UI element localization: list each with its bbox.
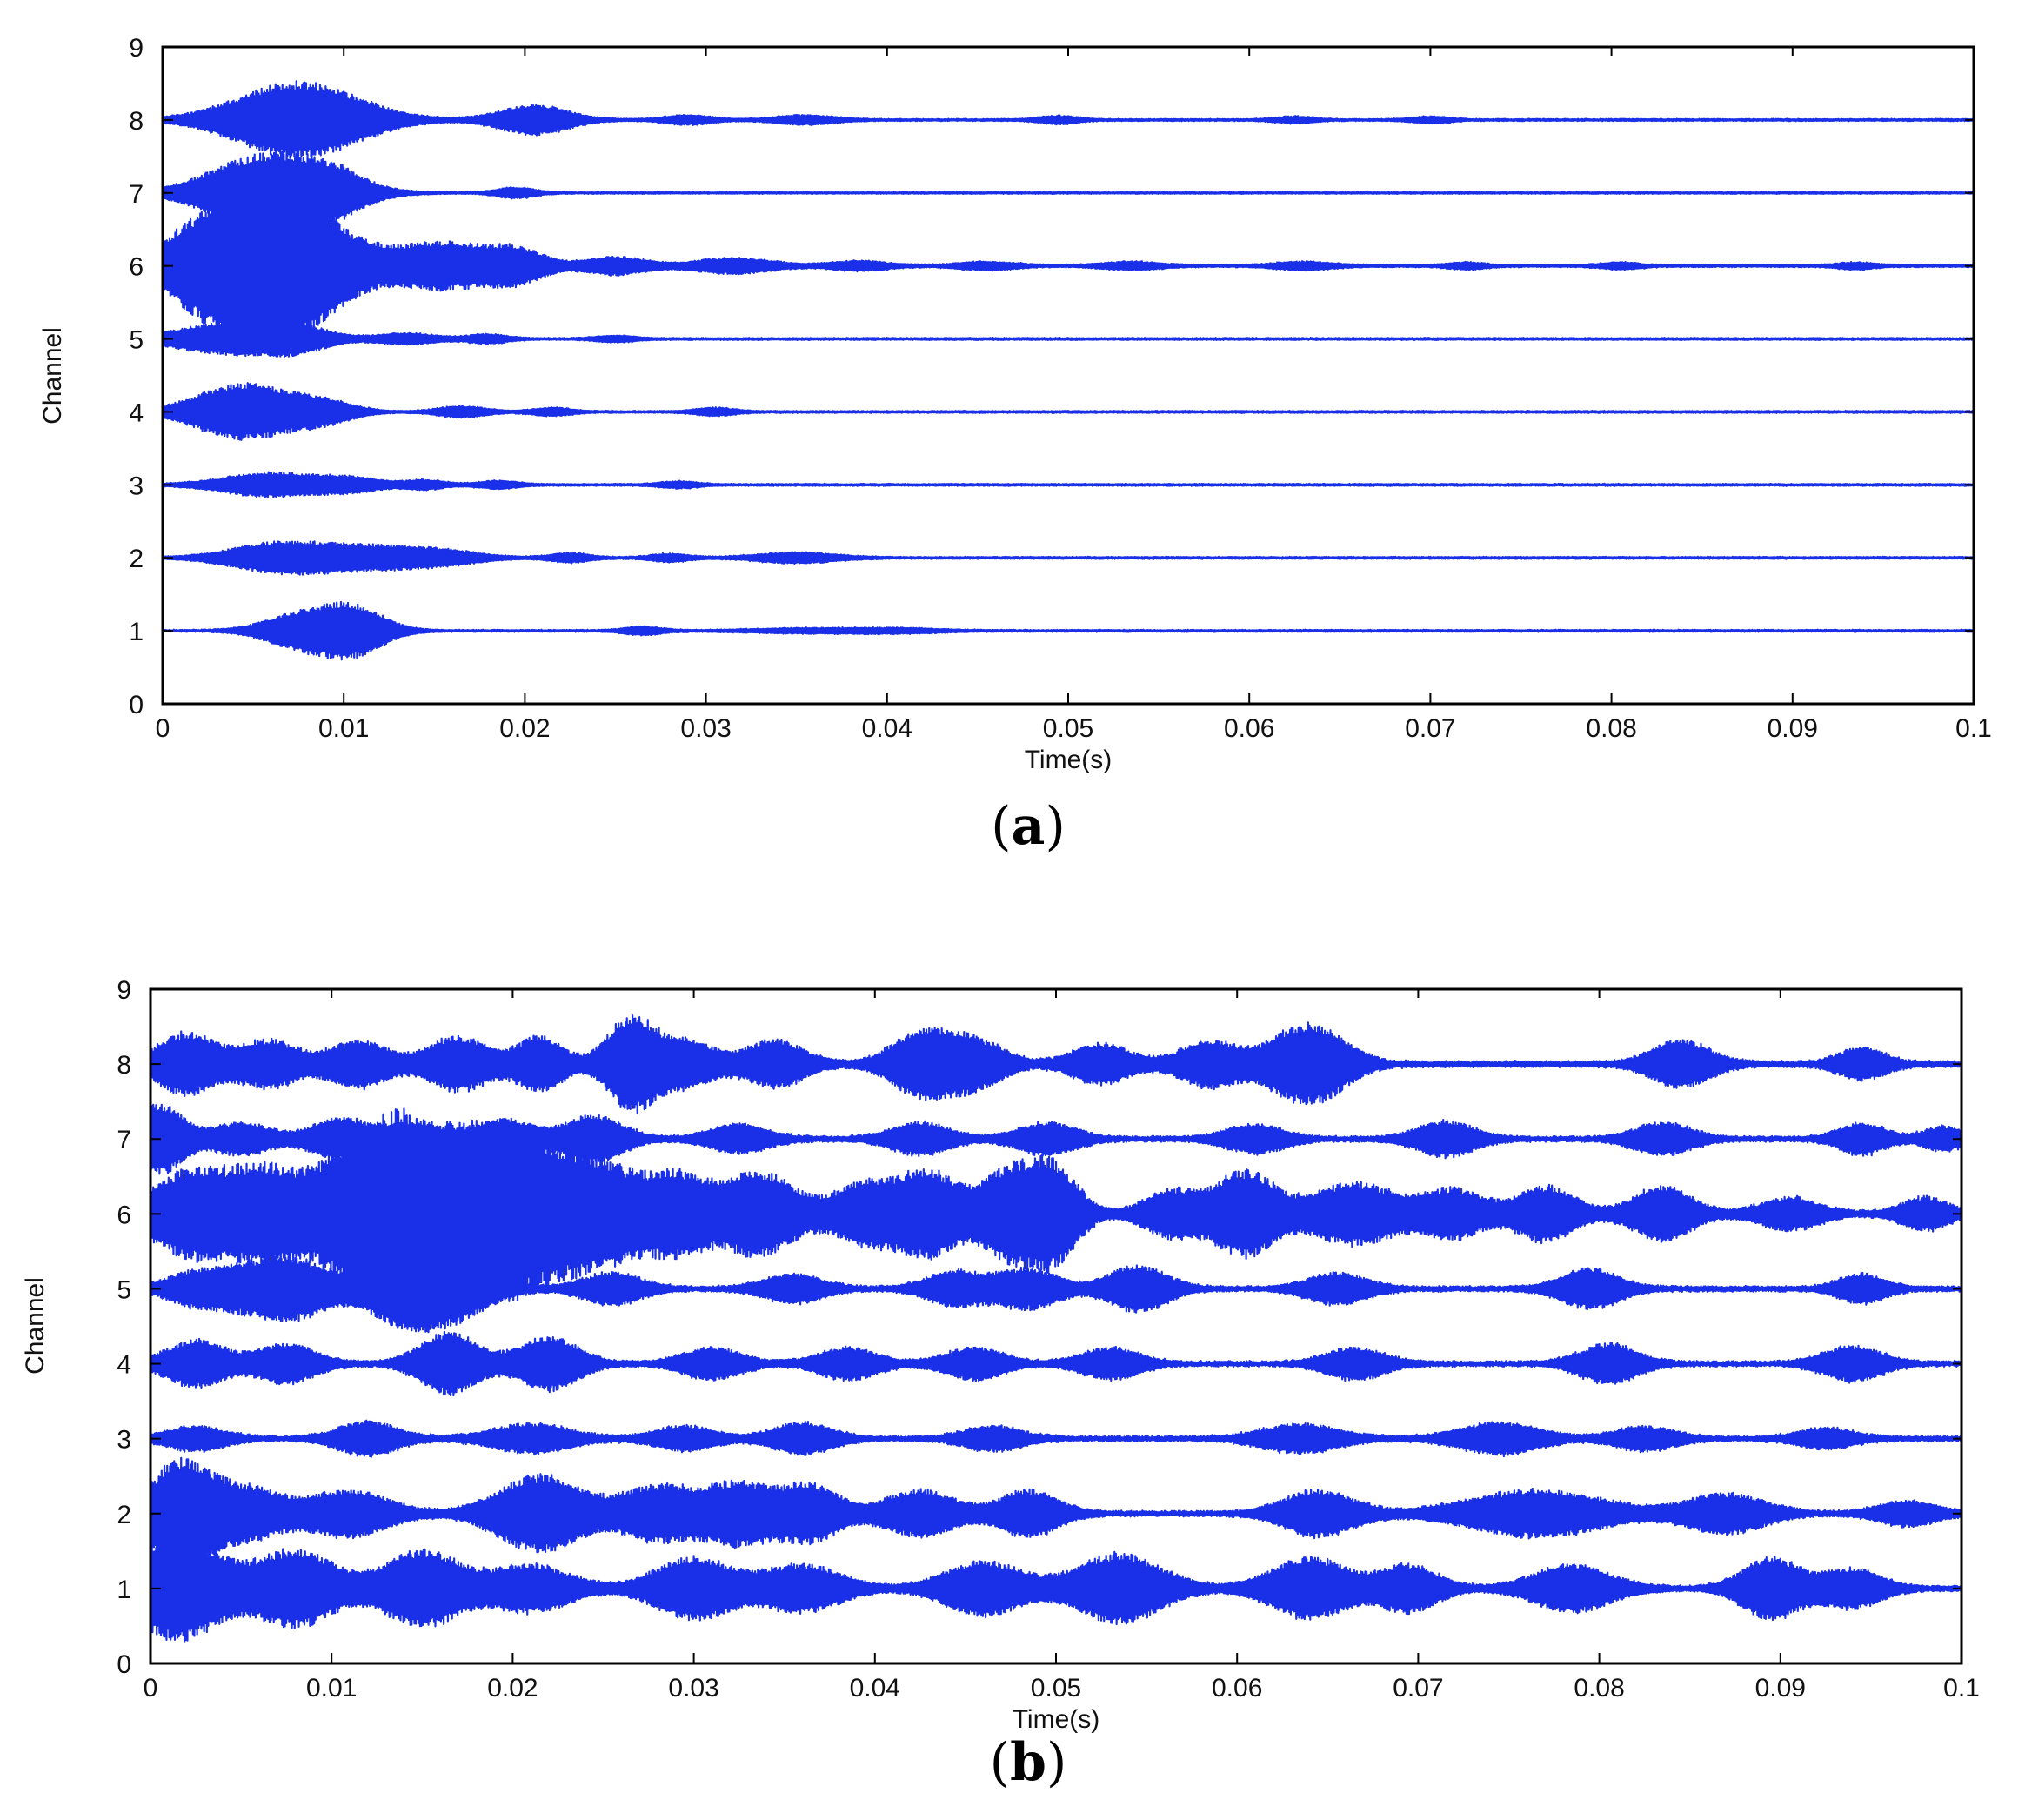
x-tick-label: 0.07 (1405, 714, 1455, 743)
trace-channel-4 (161, 382, 1975, 441)
y-tick-label: 1 (129, 618, 144, 646)
x-tick-label: 0.02 (499, 714, 550, 743)
panel-b: 0 0.01 0.02 0.03 0.04 0.05 0.06 0.07 0.08 0.09 0.1… (21, 976, 1980, 1793)
y-tick-label: 4 (117, 1351, 131, 1380)
y-tick-label: 9 (129, 34, 144, 63)
ticks-b: 0 0.01 0.02 0.03 0.04 0.05 0.06 0.07 0.08 0.09 0.1… (117, 976, 1980, 1703)
y-tick-label: 5 (129, 326, 144, 355)
panel-a: 0 0.01 0.02 0.03 0.04 0.05 0.06 0.07 0.08 0.09 0.1… (38, 34, 1992, 857)
trace-channel-7 (161, 150, 1975, 236)
ticks-a: 0 0.01 0.02 0.03 0.04 0.05 0.06 0.07 0.08 0.09 0.1… (129, 34, 1992, 743)
x-tick-label: 0.08 (1574, 1674, 1624, 1703)
y-tick-label: 2 (117, 1501, 131, 1529)
panel-caption-b: (b) (990, 1732, 1067, 1793)
x-tick-label: 0.01 (318, 714, 369, 743)
x-axis-label-b: Time(s) (1012, 1705, 1100, 1734)
y-tick-label: 8 (117, 1051, 131, 1080)
y-tick-label: 7 (117, 1126, 131, 1154)
trace-channel-5 (149, 1245, 1963, 1334)
plot-frame-a (161, 45, 1975, 706)
trace-channel-2 (161, 540, 1975, 576)
x-tick-label: 0.05 (1043, 714, 1093, 743)
y-tick-label: 0 (117, 1650, 131, 1679)
x-tick-label: 0.06 (1224, 714, 1274, 743)
caption-open-paren-a: ( (991, 796, 1011, 857)
trace-channel-4 (149, 1330, 1963, 1397)
traces-a (161, 80, 1975, 661)
x-tick-label: 0.09 (1768, 714, 1818, 743)
caption-open-paren-b: ( (990, 1732, 1010, 1793)
y-tick-label: 8 (129, 107, 144, 136)
x-tick-label: 0 (156, 714, 170, 743)
caption-letter-a: a (1012, 796, 1046, 857)
trace-channel-8 (149, 1014, 1963, 1114)
caption-close-paren-a: ) (1045, 796, 1065, 857)
trace-channel-8 (161, 80, 1975, 159)
y-axis-label-b: Channel (21, 1277, 50, 1375)
x-tick-label: 0.03 (668, 1674, 718, 1703)
x-tick-label: 0.1 (1943, 1674, 1980, 1703)
y-tick-label: 6 (129, 253, 144, 282)
y-tick-label: 7 (129, 180, 144, 209)
y-tick-label: 1 (117, 1576, 131, 1604)
y-tick-label: 9 (117, 976, 131, 1005)
panel-caption-a: (a) (991, 796, 1066, 857)
y-axis-label-a: Channel (38, 327, 67, 425)
y-tick-label: 0 (129, 691, 144, 719)
x-tick-label: 0.03 (680, 714, 731, 743)
x-tick-label: 0.05 (1031, 1674, 1081, 1703)
trace-channel-2 (149, 1456, 1963, 1571)
x-tick-label: 0.01 (306, 1674, 357, 1703)
trace-channel-7 (149, 1103, 1963, 1175)
x-tick-label: 0.08 (1586, 714, 1636, 743)
caption-letter-b: b (1010, 1732, 1046, 1793)
caption-close-paren-b: ) (1046, 1732, 1066, 1793)
x-tick-label: 0.09 (1755, 1674, 1806, 1703)
x-tick-label: 0.07 (1393, 1674, 1443, 1703)
trace-channel-1 (149, 1533, 1963, 1643)
trace-channel-3 (161, 471, 1975, 498)
traces-b (149, 1014, 1963, 1643)
x-tick-label: 0.06 (1212, 1674, 1262, 1703)
x-axis-label-a: Time(s) (1025, 746, 1113, 774)
x-tick-label: 0.1 (1955, 714, 1992, 743)
x-tick-label: 0.04 (862, 714, 912, 743)
x-tick-label: 0 (144, 1674, 158, 1703)
y-tick-label: 3 (117, 1426, 131, 1455)
trace-channel-5 (161, 319, 1975, 358)
y-tick-label: 4 (129, 398, 144, 427)
trace-channel-1 (162, 600, 1975, 661)
x-tick-label: 0.02 (487, 1674, 538, 1703)
y-tick-label: 6 (117, 1201, 131, 1229)
x-tick-label: 0.04 (850, 1674, 900, 1703)
trace-channel-6 (149, 1107, 1963, 1320)
trace-channel-6 (161, 174, 1975, 357)
y-tick-label: 2 (129, 545, 144, 573)
y-tick-label: 3 (129, 472, 144, 500)
trace-channel-3 (149, 1419, 1963, 1458)
y-tick-label: 5 (117, 1275, 131, 1304)
